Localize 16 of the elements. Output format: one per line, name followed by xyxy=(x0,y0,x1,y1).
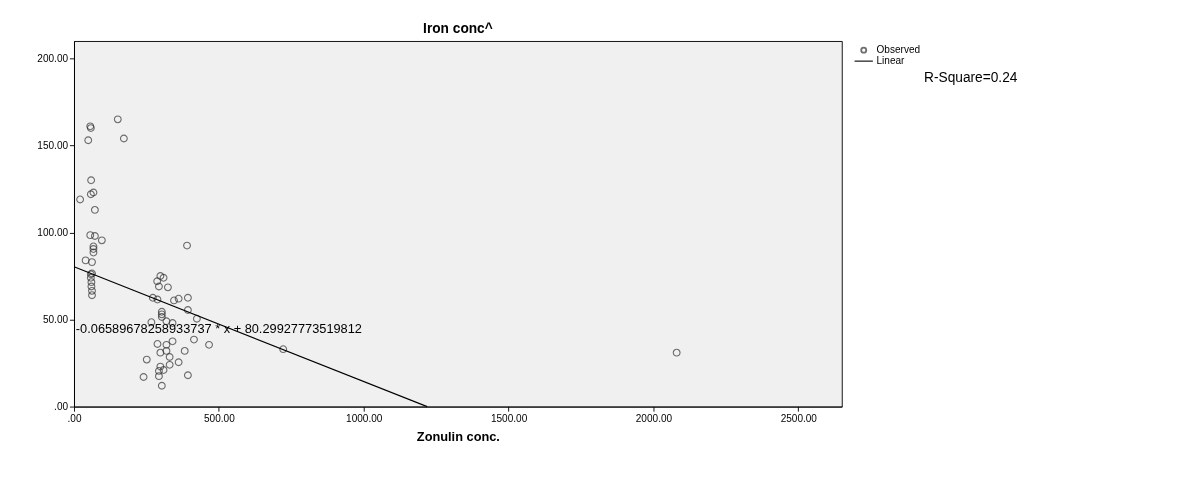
y-tick-label: .00 xyxy=(54,400,69,412)
x-tick-label: 2500.00 xyxy=(780,412,818,424)
x-tick-label: .00 xyxy=(67,412,82,424)
x-axis-title: Zonulin conc. xyxy=(416,428,500,444)
x-tick-label: 500.00 xyxy=(203,412,236,424)
y-tick-label: 150.00 xyxy=(37,139,69,151)
x-tick-label: 2000.00 xyxy=(635,412,673,424)
legend-label: Observed xyxy=(876,43,921,55)
y-tick-label: 100.00 xyxy=(37,226,69,238)
y-tick-label: 50.00 xyxy=(42,313,69,325)
x-tick-label: 1500.00 xyxy=(490,412,528,424)
x-tick-label: 1000.00 xyxy=(346,412,383,424)
text: R-Square=0.24 xyxy=(924,70,1018,86)
chart-title: Iron conc^ xyxy=(423,20,493,36)
legend-label: Linear xyxy=(876,54,906,66)
y-tick-label: 200.00 xyxy=(37,52,69,64)
